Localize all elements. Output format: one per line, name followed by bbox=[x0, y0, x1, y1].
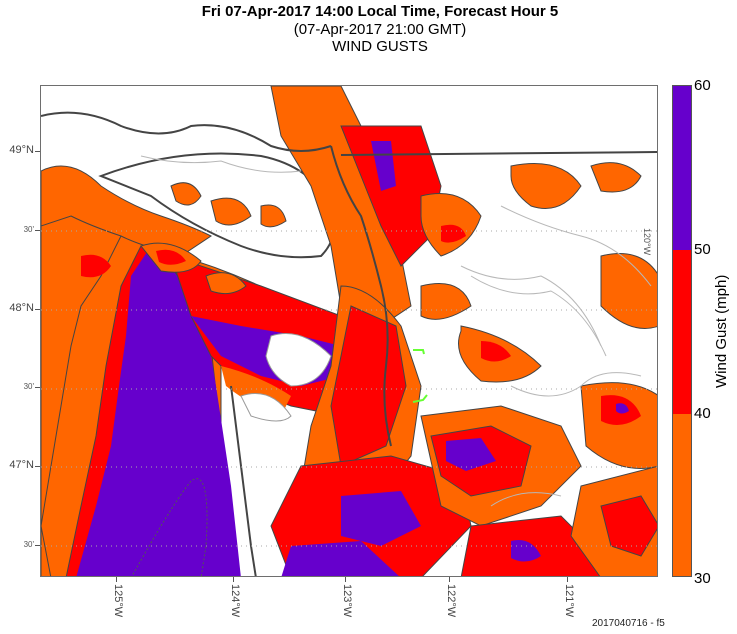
run-id-footer: 2017040716 - f5 bbox=[592, 618, 665, 629]
lon-label-124w: 124°W bbox=[229, 584, 241, 618]
colorbar-segment-40-50 bbox=[673, 250, 691, 414]
colorbar-segment-50-60 bbox=[673, 86, 691, 250]
colorbar bbox=[672, 85, 692, 577]
map-subtitle-gmt: (07-Apr-2017 21:00 GMT) bbox=[293, 21, 467, 38]
lon-label-125w: 125°W bbox=[112, 584, 124, 618]
lon-label-120w: 120°W bbox=[642, 228, 652, 256]
colorbar-tick-60: 60 bbox=[694, 77, 711, 94]
lon-label-121w: 121°W bbox=[563, 584, 575, 618]
lat-tick bbox=[35, 151, 40, 152]
lat-tick bbox=[35, 545, 40, 546]
lat-tick bbox=[35, 387, 40, 388]
highlight-marks bbox=[412, 349, 428, 403]
colorbar-label: Wind Gust (mph) bbox=[713, 274, 730, 388]
lat-label-48n: 48°N bbox=[9, 302, 34, 314]
title-block: Fri 07-Apr-2017 14:00 Local Time, Foreca… bbox=[0, 3, 737, 55]
map-fill-layer bbox=[41, 86, 657, 576]
lon-tick bbox=[345, 577, 346, 582]
lon-label-123w: 123°W bbox=[341, 584, 353, 618]
colorbar-segment-30-40 bbox=[673, 414, 691, 576]
lat-tick bbox=[35, 230, 40, 231]
map-product-name: WIND GUSTS bbox=[332, 38, 428, 55]
wind-gust-map[interactable] bbox=[40, 85, 658, 577]
lon-tick bbox=[567, 577, 568, 582]
lat-label-48-30: 30' bbox=[23, 225, 34, 234]
colorbar-tick-30: 30 bbox=[694, 570, 711, 587]
colorbar-tick-50: 50 bbox=[694, 241, 711, 258]
map-title: Fri 07-Apr-2017 14:00 Local Time, Foreca… bbox=[201, 3, 559, 20]
lon-tick bbox=[449, 577, 450, 582]
lat-label-49n: 49°N bbox=[9, 144, 34, 156]
lon-tick bbox=[116, 577, 117, 582]
lon-label-122w: 122°W bbox=[445, 584, 457, 618]
lon-tick bbox=[233, 577, 234, 582]
lat-tick bbox=[35, 309, 40, 310]
colorbar-tick-40: 40 bbox=[694, 405, 711, 422]
lat-label-47-30: 30' bbox=[23, 382, 34, 391]
lat-label-47n: 47°N bbox=[9, 459, 34, 471]
lat-tick bbox=[35, 466, 40, 467]
lat-label-46-30: 30' bbox=[23, 540, 34, 549]
